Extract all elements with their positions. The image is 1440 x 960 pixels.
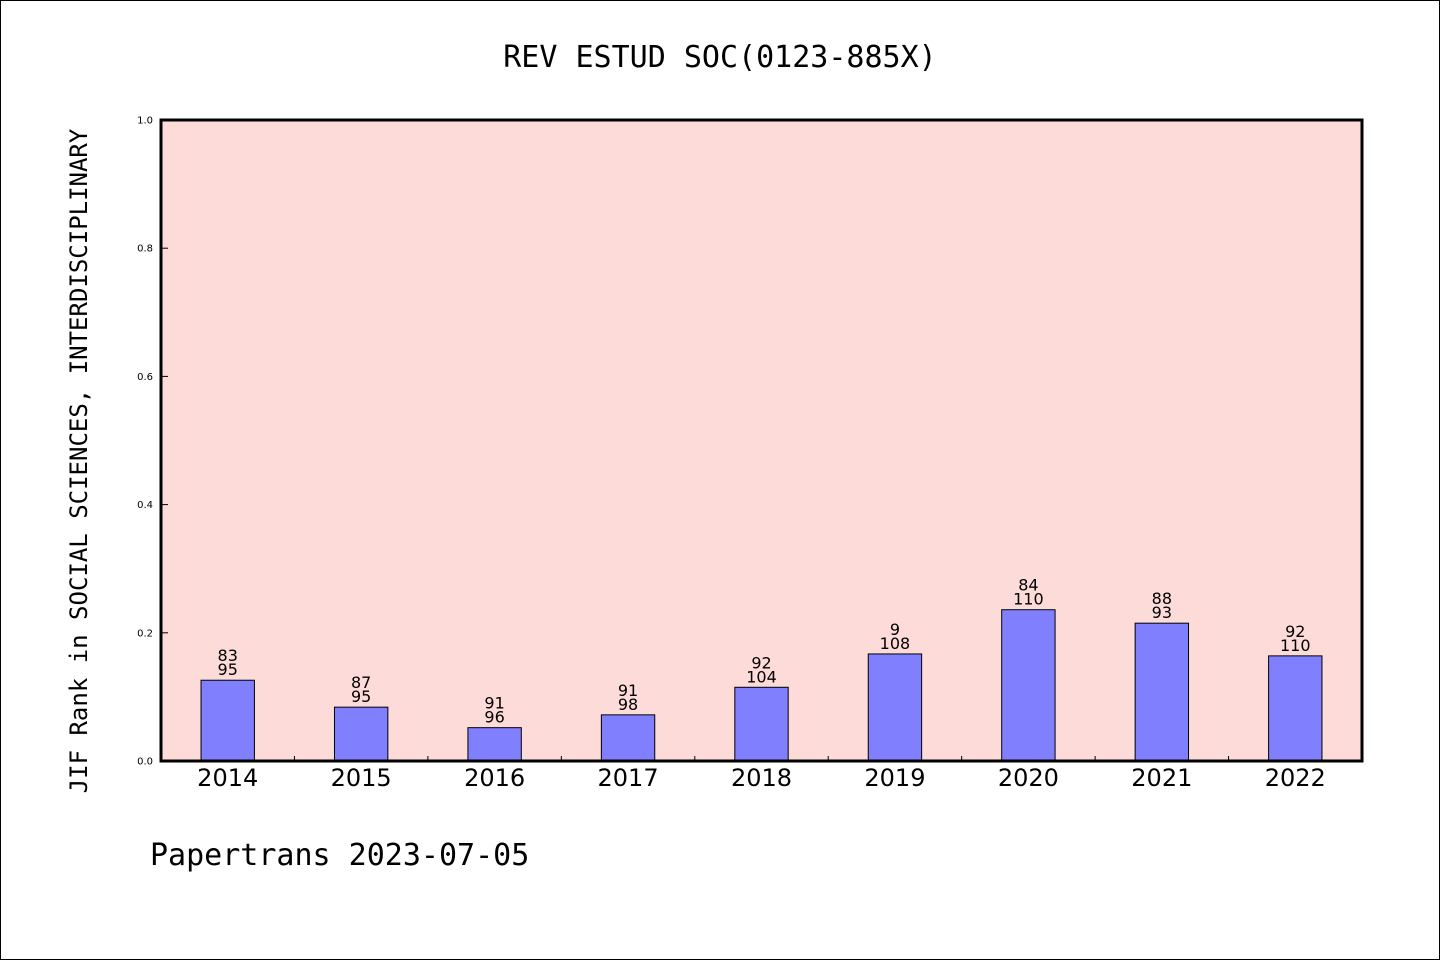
- y-tick-label: 0.4: [137, 500, 153, 511]
- bar-2016: [467, 727, 522, 762]
- bar-total-label: 98: [618, 695, 638, 714]
- bar-total-label: 110: [1280, 636, 1311, 655]
- x-axis: 2014 2015 2016 2017 2018 2019 2020 2021 2022: [197, 756, 1326, 792]
- bar-2015: [333, 706, 389, 762]
- x-tick-label: 2016: [464, 764, 525, 792]
- bar-2019: [867, 653, 923, 762]
- y-axis-label: JIF Rank in SOCIAL SCIENCES, INTERDISCIP…: [65, 128, 93, 793]
- y-tick-label: 0.6: [137, 372, 153, 383]
- bar-total-label: 95: [351, 687, 371, 706]
- bar-2018: [734, 686, 789, 762]
- bar-rank-label: 91: [618, 681, 638, 700]
- x-tick-label: 2022: [1265, 764, 1326, 792]
- bars-layer: [200, 609, 1323, 762]
- y-tick-label: 0.8: [137, 244, 153, 255]
- bar-rank-label: 92: [1285, 622, 1305, 641]
- x-tick-label: 2014: [197, 764, 258, 792]
- bar-total-label: 96: [484, 708, 504, 727]
- bar-2014: [200, 679, 255, 762]
- bar-rank-label: 91: [484, 694, 504, 713]
- x-tick-label: 2018: [731, 764, 792, 792]
- bar-rank-label: 9: [890, 620, 900, 639]
- x-tick-label: 2020: [998, 764, 1059, 792]
- bar-rank-label: 87: [351, 673, 371, 692]
- y-tick-label: 0.0: [137, 757, 153, 768]
- chart-title: REV ESTUD SOC(0123-885X): [503, 40, 936, 75]
- bar-total-label: 95: [218, 660, 238, 679]
- bar-2017: [600, 714, 656, 762]
- bar-rank-label: 92: [751, 653, 771, 672]
- y-tick-label: 0.2: [137, 628, 153, 639]
- bar-rank-label: 83: [218, 646, 238, 665]
- plot-border: [159, 118, 1364, 763]
- y-tick-label: 1.0: [137, 116, 153, 127]
- bar-2021: [1134, 622, 1190, 762]
- bar-rank-label: 84: [1018, 576, 1038, 595]
- bar-2020: [1001, 609, 1056, 762]
- x-tick-label: 2019: [864, 764, 925, 792]
- bar-total-label: 93: [1152, 603, 1172, 622]
- bar-total-label: 110: [1013, 590, 1044, 609]
- x-tick-label: 2015: [331, 764, 392, 792]
- bar-rank-label: 88: [1152, 589, 1172, 608]
- bar-total-label: 108: [880, 634, 911, 653]
- footer-watermark: Papertrans 2023-07-05: [150, 838, 529, 873]
- bar-total-label: 104: [746, 667, 777, 686]
- x-tick-label: 2021: [1131, 764, 1192, 792]
- x-tick-label: 2017: [598, 764, 659, 792]
- bar-2022: [1268, 655, 1323, 762]
